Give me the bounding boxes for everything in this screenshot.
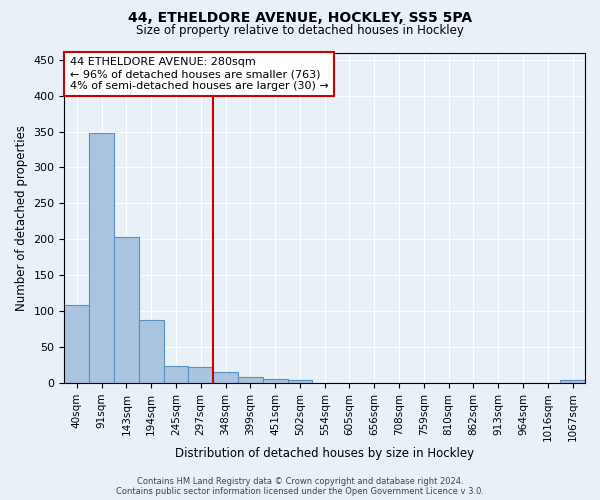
Bar <box>287 380 313 383</box>
Bar <box>188 366 213 383</box>
Bar <box>89 133 114 383</box>
Bar <box>164 366 188 383</box>
Text: Size of property relative to detached houses in Hockley: Size of property relative to detached ho… <box>136 24 464 37</box>
Bar <box>114 237 139 383</box>
Bar <box>213 372 238 383</box>
Bar <box>263 379 287 383</box>
Bar <box>238 378 263 383</box>
Y-axis label: Number of detached properties: Number of detached properties <box>15 125 28 311</box>
Bar <box>560 380 585 383</box>
Bar <box>64 306 89 383</box>
Bar <box>139 320 164 383</box>
Text: 44 ETHELDORE AVENUE: 280sqm
← 96% of detached houses are smaller (763)
4% of sem: 44 ETHELDORE AVENUE: 280sqm ← 96% of det… <box>70 58 328 90</box>
Text: 44, ETHELDORE AVENUE, HOCKLEY, SS5 5PA: 44, ETHELDORE AVENUE, HOCKLEY, SS5 5PA <box>128 12 472 26</box>
X-axis label: Distribution of detached houses by size in Hockley: Distribution of detached houses by size … <box>175 447 474 460</box>
Text: Contains HM Land Registry data © Crown copyright and database right 2024.
Contai: Contains HM Land Registry data © Crown c… <box>116 476 484 496</box>
